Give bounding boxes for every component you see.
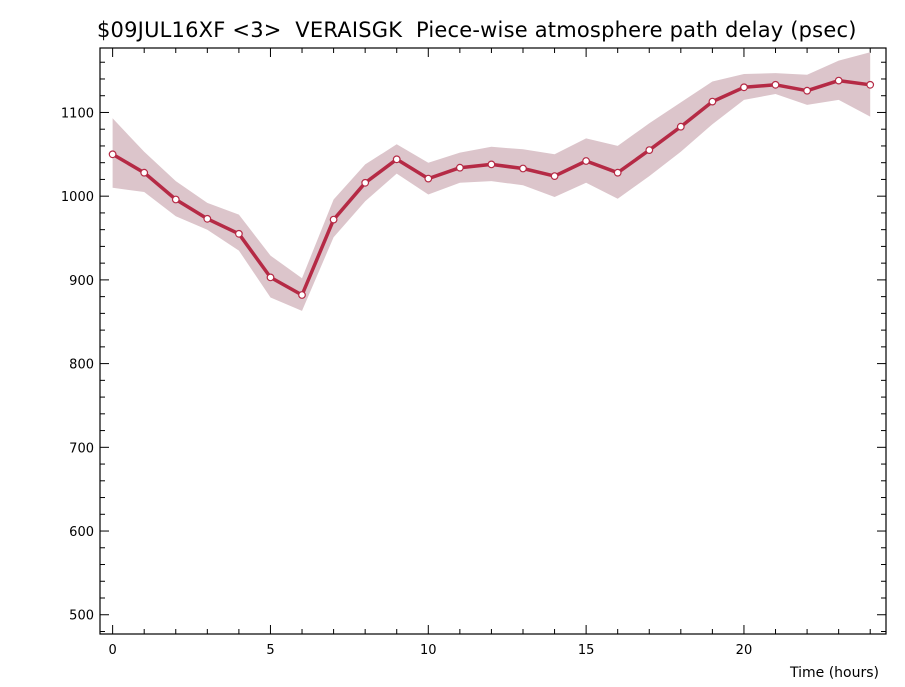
data-point (266, 273, 275, 282)
data-point (424, 174, 433, 183)
y-tick-label: 800 (69, 358, 94, 373)
data-point (708, 97, 717, 106)
data-point (203, 214, 212, 223)
x-tick-label: 5 (266, 643, 274, 658)
data-point (456, 163, 464, 172)
y-tick-label: 700 (69, 441, 94, 456)
data-point (740, 83, 748, 92)
data-points (108, 76, 875, 299)
data-point (361, 178, 370, 187)
data-point (613, 168, 622, 177)
data-point (329, 215, 338, 224)
data-point (834, 76, 843, 85)
data-point (487, 160, 496, 169)
chart-title: $09JUL16XF <3> VERAISGK Piece-wise atmos… (97, 18, 857, 42)
x-tick-label: 15 (578, 643, 595, 658)
data-point (140, 168, 149, 177)
data-point (550, 172, 559, 181)
y-tick-label: 500 (69, 609, 94, 624)
data-point (392, 155, 401, 164)
x-axis-label: Time (hours) (790, 665, 879, 681)
data-point (519, 164, 527, 173)
data-point (866, 80, 875, 89)
data-point (676, 122, 685, 131)
y-tick-label: 600 (69, 525, 94, 540)
y-tick-label: 1100 (61, 106, 94, 121)
x-tick-label: 10 (420, 643, 437, 658)
uncertainty-band (112, 52, 871, 311)
y-tick-label: 1000 (61, 190, 94, 205)
y-tick-label: 900 (69, 274, 94, 289)
series-line (111, 78, 871, 297)
data-point (171, 195, 180, 204)
tick-labels: 500 600 700 800 900 1000 1100 0 5 10 15 20 (61, 106, 752, 658)
x-tick-label: 20 (736, 643, 753, 658)
data-point (582, 157, 590, 165)
plot-frame (99, 47, 887, 635)
data-point (234, 229, 243, 238)
x-tick-label: 0 (108, 643, 116, 658)
data-point (645, 146, 654, 155)
data-point (771, 80, 780, 89)
data-point (298, 291, 306, 299)
tick-marks (100, 48, 886, 634)
data-point (108, 150, 117, 159)
data-point (803, 86, 811, 95)
